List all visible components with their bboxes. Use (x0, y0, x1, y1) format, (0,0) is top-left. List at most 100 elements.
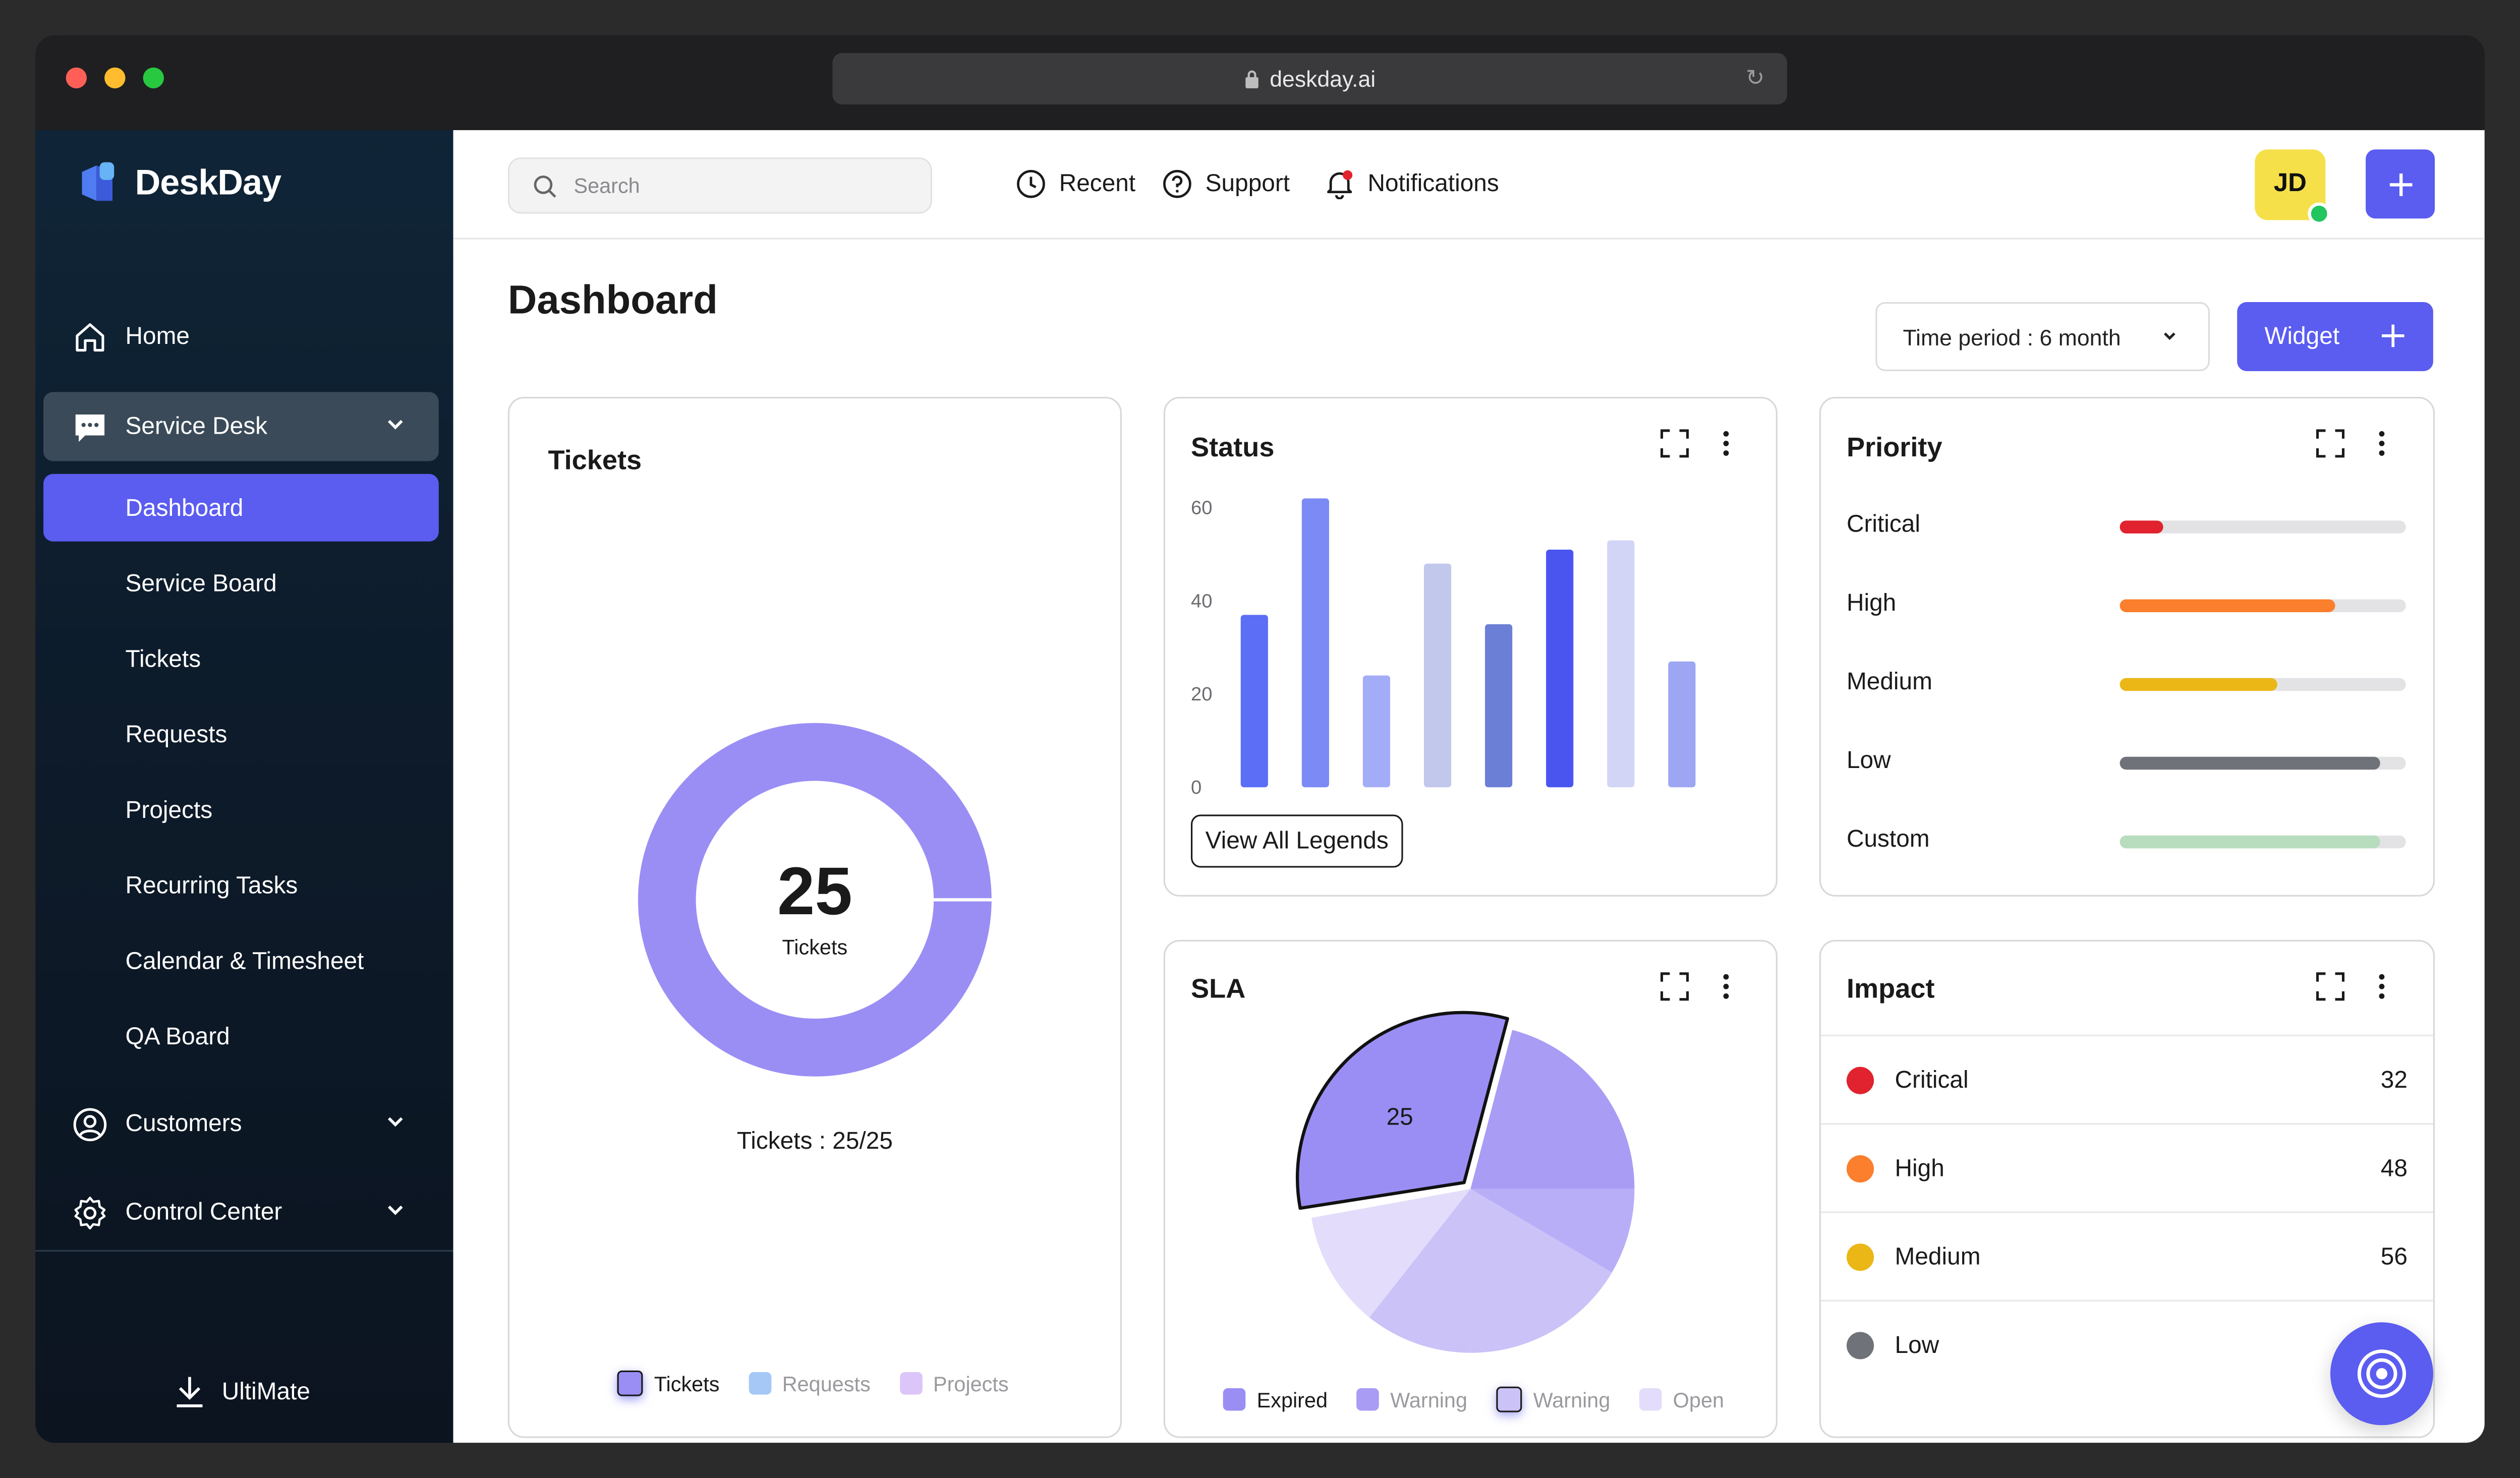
close-window-button[interactable] (66, 67, 87, 89)
browser-window: deskday.ai ↻ DeskDay Home Service Desk (35, 35, 2485, 1443)
priority-bar-track (2120, 835, 2406, 849)
priority-bar-fill (2120, 678, 2277, 691)
browser-titlebar: deskday.ai ↻ (35, 35, 2485, 131)
status-bar[interactable] (1362, 675, 1391, 788)
y-tick-label: 40 (1191, 590, 1213, 612)
support-label: Support (1205, 170, 1290, 198)
priority-bar-track (2120, 756, 2406, 770)
impact-label: Critical (1895, 1067, 1969, 1094)
sidebar-item-home[interactable]: Home (43, 302, 439, 371)
recent-label: Recent (1059, 170, 1136, 198)
plus-icon (2389, 172, 2412, 196)
status-bar[interactable] (1546, 549, 1574, 788)
notifications-link[interactable]: Notifications (1324, 169, 1499, 200)
sidebar-subitem-recurring-tasks[interactable]: Recurring Tasks (43, 852, 439, 919)
status-bar[interactable] (1668, 661, 1696, 788)
expand-icon[interactable] (2316, 972, 2345, 1001)
reload-icon[interactable]: ↻ (1746, 64, 1765, 90)
status-bar[interactable] (1423, 563, 1452, 788)
priority-widget-actions (2316, 429, 2386, 458)
status-widget: Status 0 20 40 60 View All Legends (1163, 396, 1778, 897)
create-new-button[interactable] (2366, 149, 2435, 219)
sidebar-subitem-requests[interactable]: Requests (43, 700, 439, 768)
expand-icon[interactable] (2316, 429, 2345, 458)
more-vertical-icon[interactable] (1721, 429, 1731, 458)
status-bar[interactable] (1485, 624, 1513, 788)
impact-label: High (1895, 1155, 1944, 1183)
status-bar[interactable] (1607, 540, 1635, 788)
impact-dot (1846, 1067, 1874, 1094)
tickets-widget-title: Tickets (548, 445, 642, 476)
legend-item-tickets[interactable]: Tickets (617, 1370, 719, 1396)
legend-label: Requests (782, 1371, 871, 1396)
search-input[interactable] (570, 171, 899, 200)
legend-item-requests[interactable]: Requests (748, 1371, 871, 1396)
sidebar-item-service-desk[interactable]: Service Desk (43, 392, 439, 461)
legend-item-warning-selected[interactable]: Warning (1496, 1386, 1610, 1412)
impact-row-low: Low (1820, 1299, 2433, 1390)
more-vertical-icon[interactable] (2377, 429, 2386, 458)
time-period-select[interactable]: Time period : 6 month (1875, 302, 2210, 372)
gear-icon (74, 1197, 106, 1230)
sidebar-subitem-label: Calendar & Timesheet (125, 947, 364, 975)
chevron-down-icon (388, 1205, 403, 1215)
more-vertical-icon[interactable] (2377, 972, 2386, 1001)
address-bar[interactable]: deskday.ai ↻ (832, 53, 1788, 105)
widget-button-label: Widget (2264, 323, 2340, 350)
sidebar: DeskDay Home Service Desk Dashboard Serv… (35, 130, 453, 1443)
chat-icon (75, 415, 105, 442)
status-widget-title: Status (1190, 432, 1275, 463)
recent-link[interactable]: Recent (1016, 169, 1135, 200)
add-widget-button[interactable]: Widget (2237, 302, 2433, 372)
expand-icon[interactable] (1660, 429, 1689, 458)
legend-label: Projects (933, 1371, 1009, 1396)
help-icon (1163, 169, 1191, 198)
maximize-window-button[interactable] (143, 67, 164, 89)
sla-slice-5 (1369, 1189, 1471, 1353)
ultimate-download-link[interactable]: UltiMate (174, 1374, 310, 1409)
legend-item-warning[interactable]: Warning (1356, 1387, 1467, 1411)
view-all-legends-button[interactable]: View All Legends (1190, 814, 1403, 868)
search-box[interactable] (507, 157, 932, 214)
search-icon (534, 174, 556, 197)
sidebar-item-label: Customers (125, 1110, 242, 1138)
minimize-window-button[interactable] (104, 67, 126, 89)
legend-item-open[interactable]: Open (1639, 1387, 1724, 1411)
status-bar[interactable] (1301, 498, 1329, 788)
sidebar-subitem-service-board[interactable]: Service Board (43, 550, 439, 617)
legend-item-projects[interactable]: Projects (899, 1371, 1009, 1395)
avatar[interactable]: JD (2255, 149, 2330, 225)
impact-label: Low (1895, 1332, 1939, 1359)
page-title: Dashboard (507, 278, 718, 323)
sidebar-item-control-center[interactable]: Control Center (43, 1177, 439, 1247)
status-bar[interactable] (1240, 615, 1268, 788)
priority-widget: Priority Critical High Medium Low Custom (1819, 396, 2435, 897)
sidebar-subitem-projects[interactable]: Projects (43, 776, 439, 844)
legend-label: Warning (1390, 1387, 1468, 1412)
online-status-indicator (2308, 202, 2330, 225)
sidebar-subitem-dashboard[interactable]: Dashboard (43, 474, 439, 542)
chevron-down-icon (388, 1117, 403, 1127)
expand-icon[interactable] (1660, 972, 1689, 1001)
sla-slice-6 (1311, 1189, 1471, 1318)
priority-label: Medium (1846, 668, 1932, 696)
sidebar-item-customers[interactable]: Customers (43, 1089, 439, 1158)
impact-value: 48 (2380, 1155, 2408, 1183)
support-link[interactable]: Support (1162, 169, 1290, 200)
priority-label: Critical (1846, 511, 1921, 539)
avatar-initials: JD (2273, 170, 2307, 198)
clock-icon (1017, 169, 1045, 198)
legend-item-expired[interactable]: Expired (1223, 1387, 1328, 1411)
sidebar-subitem-label: Projects (125, 796, 213, 823)
sidebar-subitem-qa-board[interactable]: QA Board (43, 1002, 439, 1070)
more-vertical-icon[interactable] (1721, 972, 1731, 1001)
legend-swatch (617, 1370, 643, 1396)
sla-slice-label: 25 (1387, 1103, 1413, 1130)
impact-label: Medium (1895, 1244, 1981, 1271)
assistant-fab-button[interactable] (2330, 1322, 2433, 1426)
sla-slice-expired[interactable] (1295, 1011, 1509, 1210)
sidebar-subitem-calendar-timesheet[interactable]: Calendar & Timesheet (43, 927, 439, 994)
legend-swatch (1223, 1388, 1246, 1411)
sidebar-subitem-tickets[interactable]: Tickets (43, 625, 439, 692)
sidebar-subitem-label: Requests (125, 721, 227, 748)
